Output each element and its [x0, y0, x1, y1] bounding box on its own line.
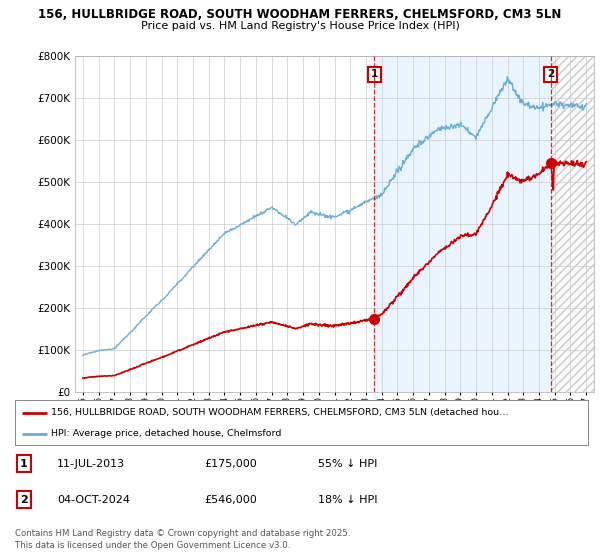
- Text: 1: 1: [371, 69, 378, 80]
- Bar: [551, 56, 594, 392]
- Text: £546,000: £546,000: [204, 494, 257, 505]
- Text: Price paid vs. HM Land Registry's House Price Index (HPI): Price paid vs. HM Land Registry's House …: [140, 21, 460, 31]
- Bar: [551, 56, 594, 392]
- Text: 55% ↓ HPI: 55% ↓ HPI: [318, 459, 377, 469]
- Bar: [374, 56, 551, 392]
- Text: 2: 2: [20, 494, 28, 505]
- Text: 156, HULLBRIDGE ROAD, SOUTH WOODHAM FERRERS, CHELMSFORD, CM3 5LN (detached hou…: 156, HULLBRIDGE ROAD, SOUTH WOODHAM FERR…: [50, 408, 508, 417]
- Text: This data is licensed under the Open Government Licence v3.0.: This data is licensed under the Open Gov…: [15, 541, 290, 550]
- Text: 156, HULLBRIDGE ROAD, SOUTH WOODHAM FERRERS, CHELMSFORD, CM3 5LN: 156, HULLBRIDGE ROAD, SOUTH WOODHAM FERR…: [38, 8, 562, 21]
- Text: 2: 2: [547, 69, 554, 80]
- Text: 18% ↓ HPI: 18% ↓ HPI: [318, 494, 377, 505]
- Text: 11-JUL-2013: 11-JUL-2013: [57, 459, 125, 469]
- Text: Contains HM Land Registry data © Crown copyright and database right 2025.: Contains HM Land Registry data © Crown c…: [15, 529, 350, 538]
- Text: HPI: Average price, detached house, Chelmsford: HPI: Average price, detached house, Chel…: [50, 430, 281, 438]
- Text: £175,000: £175,000: [204, 459, 257, 469]
- Text: 1: 1: [20, 459, 28, 469]
- Text: 04-OCT-2024: 04-OCT-2024: [57, 494, 130, 505]
